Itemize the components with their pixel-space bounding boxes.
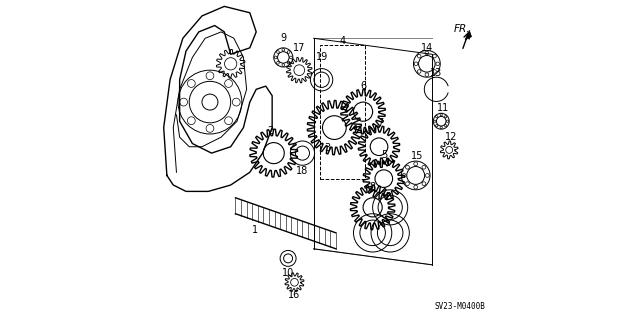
Text: 10: 10 — [282, 268, 294, 278]
Text: 13: 13 — [430, 68, 443, 78]
Text: 1: 1 — [252, 225, 258, 235]
Text: 7: 7 — [377, 118, 383, 128]
Text: FR.: FR. — [454, 24, 470, 34]
Text: SV23-M0400B: SV23-M0400B — [435, 302, 486, 311]
Text: 18: 18 — [296, 166, 308, 176]
Text: 8: 8 — [369, 182, 376, 192]
Text: 9: 9 — [280, 33, 286, 43]
Text: 19: 19 — [316, 52, 328, 63]
Text: 14: 14 — [420, 43, 433, 53]
Text: 11: 11 — [436, 103, 449, 114]
Text: 3: 3 — [324, 143, 330, 153]
Text: 6: 6 — [360, 81, 366, 91]
Text: 15: 15 — [410, 151, 423, 161]
Text: 5: 5 — [381, 150, 388, 160]
Text: 12: 12 — [445, 131, 457, 142]
Text: 2: 2 — [268, 126, 274, 136]
Bar — [320, 45, 365, 179]
Text: 17: 17 — [293, 43, 305, 53]
Text: 16: 16 — [289, 290, 301, 300]
Polygon shape — [465, 30, 472, 40]
Text: 4: 4 — [339, 36, 346, 47]
